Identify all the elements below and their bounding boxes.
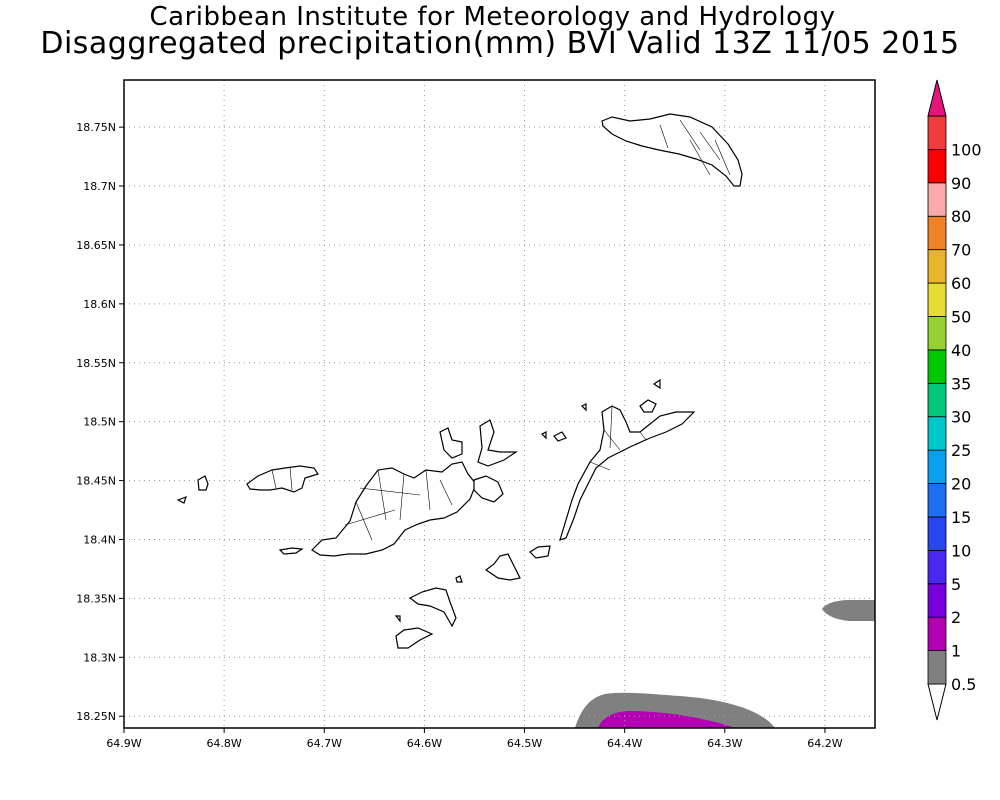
colorbar-swatch <box>927 149 947 184</box>
island-norman <box>395 627 434 649</box>
y-tick-label: 18.4N <box>83 533 116 546</box>
colorbar-label: 1 <box>951 642 961 661</box>
colorbar-label: 25 <box>951 441 971 460</box>
x-tick-label: 64.5W <box>507 737 542 750</box>
colorbar-label: 40 <box>951 341 971 360</box>
colorbar-label: 2 <box>951 608 961 627</box>
colorbar-label: 10 <box>951 541 971 560</box>
colorbar-label: 80 <box>951 207 971 226</box>
colorbar-label: 15 <box>951 508 971 527</box>
islet-south-2 <box>394 615 401 623</box>
islet-northeast <box>652 378 661 390</box>
island-guana <box>439 427 463 459</box>
x-tick-label: 64.4W <box>607 737 642 750</box>
y-tick-label: 18.75N <box>76 121 116 134</box>
colorbar-label: 0.5 <box>951 675 976 694</box>
colorbar-label: 20 <box>951 475 971 494</box>
x-tick-label: 64.9W <box>106 737 141 750</box>
colorbar-swatch <box>927 115 947 150</box>
colorbar-label: 50 <box>951 307 971 326</box>
colorbar-swatch <box>927 249 947 284</box>
island-virgin-gorda <box>559 405 696 541</box>
islands-layer <box>176 113 743 649</box>
y-tick-label: 18.5N <box>83 416 116 429</box>
island-tortola <box>311 461 477 557</box>
colorbar-label: 100 <box>951 140 982 159</box>
x-tick-label: 64.7W <box>307 737 342 750</box>
colorbar-swatch <box>927 549 947 585</box>
colorbar-swatch <box>927 483 947 518</box>
colorbar-swatch <box>927 416 947 451</box>
x-tick-label: 64.8W <box>206 737 241 750</box>
island-peter <box>408 587 457 628</box>
y-tick-label: 18.35N <box>76 592 116 605</box>
island-anegada <box>601 113 743 187</box>
colorbar-label: 5 <box>951 575 961 594</box>
colorbar-swatch <box>927 650 947 685</box>
islet-west-2 <box>176 495 187 504</box>
x-tick-label: 64.3W <box>707 737 742 750</box>
y-tick-label: 18.65N <box>76 239 116 252</box>
x-tick-label: 64.2W <box>807 737 842 750</box>
island-ginger <box>529 545 551 559</box>
y-tick-label: 18.7N <box>83 180 116 193</box>
colorbar-label: 60 <box>951 274 971 293</box>
island-little-thatch <box>278 547 304 555</box>
y-tick-label: 18.55N <box>76 357 116 370</box>
y-axis-ticks: 18.75N 18.7N 18.65N 18.6N 18.55N 18.5N 18.45N 1… <box>76 121 124 723</box>
map-gridlines <box>123 80 875 728</box>
island-jost-van-dyke <box>246 465 319 493</box>
colorbar-swatch <box>927 349 947 384</box>
colorbar-swatch-min <box>927 683 947 721</box>
colorbar-label: 90 <box>951 174 971 193</box>
colorbar-swatch <box>927 616 947 651</box>
colorbar-swatch <box>927 182 947 217</box>
y-tick-label: 18.45N <box>76 475 116 488</box>
island-beef-island <box>473 475 504 503</box>
island-great-camanoe <box>477 419 518 467</box>
colorbar-label: 30 <box>951 408 971 427</box>
colorbar-swatch <box>927 282 947 317</box>
islet-north-1 <box>540 431 547 440</box>
colorbar-swatch <box>927 382 947 418</box>
islet-west-1 <box>197 475 209 491</box>
precipitation-layer <box>575 600 875 728</box>
islet-north-2 <box>580 403 587 412</box>
island-cooper <box>484 553 521 581</box>
island-necker <box>639 399 657 413</box>
precip-area-gray-east <box>822 600 875 621</box>
colorbar-swatch <box>927 316 947 351</box>
precip-area-purple-south <box>598 711 735 728</box>
map-frame <box>123 79 876 729</box>
x-tick-label: 64.6W <box>407 737 442 750</box>
title-institute: Caribbean Institute for Meteorology and … <box>149 2 836 32</box>
islet-south-1 <box>455 575 463 583</box>
colorbar-swatch <box>927 449 947 484</box>
colorbar-label: 35 <box>951 374 971 393</box>
island-marina-cay <box>553 431 567 442</box>
y-tick-label: 18.3N <box>83 651 116 664</box>
colorbar-swatch <box>927 583 947 618</box>
colorbar-swatch <box>927 215 947 251</box>
colorbar-label: 70 <box>951 241 971 260</box>
x-axis-ticks: 64.9W 64.8W 64.7W 64.6W 64.5W 64.4W 64.3W 64.2W <box>106 728 843 750</box>
title-product: Disaggregated precipitation(mm) BVI Vali… <box>40 26 960 61</box>
y-tick-label: 18.6N <box>83 298 116 311</box>
colorbar-swatch <box>927 516 947 551</box>
y-tick-label: 18.25N <box>76 710 116 723</box>
colorbar-swatch-max <box>927 79 947 117</box>
